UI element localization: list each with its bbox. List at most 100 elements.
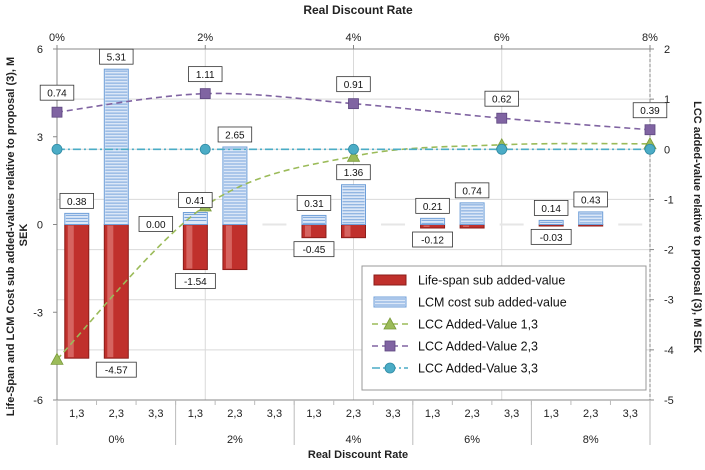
- bar-label-box: [454, 182, 490, 199]
- marker-triangle: [383, 317, 397, 330]
- legend-swatch-life-span: [373, 274, 407, 286]
- bar-label-box: [412, 231, 453, 248]
- bar-label-box: [178, 192, 213, 208]
- group-label: 8%: [583, 434, 599, 446]
- legend-entry-label: Life-span sub added-value: [418, 274, 565, 288]
- category-label: 3,3: [385, 408, 400, 420]
- group-label: 0%: [108, 434, 124, 446]
- right-axis-title: LCC added-value relative to proposal (3)…: [691, 101, 703, 353]
- right-tick-label: -5: [664, 395, 674, 407]
- bar-data-label: -0.03: [540, 233, 563, 244]
- right-tick-label: 0: [664, 144, 670, 156]
- bars: [64, 68, 643, 359]
- top-tick-label: 8%: [642, 32, 658, 44]
- bottom-axis-title: Real Discount Rate: [308, 449, 408, 461]
- group-label: 2%: [227, 434, 243, 446]
- marker-square: [199, 88, 211, 100]
- bar-data-label: 0.43: [581, 195, 601, 206]
- marker-square: [496, 112, 508, 124]
- legend-box: [361, 265, 647, 391]
- bar-label-box: [99, 48, 134, 65]
- line-data-label: 0.91: [344, 80, 364, 91]
- category-label: 3,3: [504, 408, 519, 420]
- marker-triangle: [50, 352, 64, 365]
- bar-lcm-cost: [64, 212, 90, 225]
- bar-life-span-shine: [423, 225, 430, 228]
- bar-data-label: 5.31: [107, 53, 127, 64]
- legend-entry-label: LCC Added-Value 3,3: [418, 362, 538, 376]
- bar-data-label: 0.31: [304, 199, 324, 210]
- line-data-label: 0.62: [492, 95, 512, 106]
- bar-life-span-shine: [304, 225, 311, 237]
- bar-label-box: [533, 200, 569, 216]
- bar-data-label: 0.38: [67, 197, 87, 208]
- bar-zero: [618, 223, 643, 226]
- line-label-box: [39, 84, 75, 101]
- bar-lcm-cost: [420, 217, 446, 225]
- marker-circle: [644, 143, 656, 155]
- marker-square: [384, 340, 396, 352]
- marker-circle: [51, 143, 63, 155]
- marker-square: [644, 124, 656, 136]
- bar-label-box: [293, 241, 335, 258]
- left-tick-label: 6: [37, 44, 43, 56]
- category-label: 1,3: [425, 408, 440, 420]
- marker-square: [348, 98, 359, 110]
- bar-life-span-shine: [225, 225, 232, 269]
- right-tick-label: -2: [664, 245, 674, 257]
- left-axis-title-line2: SEK: [18, 224, 30, 247]
- bar-label-box: [296, 195, 332, 211]
- category-label: 1,3: [188, 408, 203, 420]
- bar-life-span-shine: [186, 225, 193, 269]
- top-tick-label: 2%: [197, 32, 213, 44]
- bar-zero: [499, 223, 524, 226]
- data-labels: 0.74 1.11 0.91 0.62 0.39 0.38 5.31 0.41 2.65 0.31…: [39, 48, 668, 378]
- line-label-box: [188, 66, 223, 83]
- bar-data-label: 2.65: [225, 130, 245, 141]
- line-data-label: 1.11: [196, 70, 215, 81]
- bar-life-span-shine: [463, 225, 470, 228]
- legend-entry-label: LCC Added-Value 2,3: [418, 340, 538, 354]
- top-tick-label: 0%: [49, 32, 65, 44]
- top-tick-label: 4%: [346, 32, 362, 44]
- lines: [50, 88, 657, 365]
- bar-data-label: -0.45: [303, 245, 326, 256]
- legend: Life-span sub added-value LCM cost sub ad…: [361, 265, 647, 391]
- marker-circle: [348, 143, 359, 155]
- bar-zero: [262, 223, 287, 226]
- category-label: 2,3: [227, 408, 242, 420]
- left-tick-label: 0: [37, 220, 43, 232]
- bar-label-box: [530, 228, 572, 245]
- marker-triangle: [346, 149, 361, 162]
- bar-data-label: -0.12: [421, 236, 444, 247]
- bar-label-box: [95, 361, 137, 378]
- line-label-box: [336, 76, 371, 93]
- right-tick-label: -1: [664, 194, 674, 206]
- bar-life-span-shine: [67, 225, 74, 358]
- line-label-box: [632, 102, 668, 119]
- bar-label-box: [336, 164, 371, 181]
- left-tick-label: 3: [37, 132, 43, 144]
- bar-label-box: [573, 191, 608, 208]
- right-tick-label: -3: [664, 295, 674, 307]
- left-tick-label: -6: [33, 395, 43, 407]
- bar-lcm-cost: [578, 211, 604, 226]
- bar-data-label: 0.74: [462, 186, 482, 197]
- bar-data-label: 0.41: [186, 196, 206, 207]
- bar-lcm-cost: [222, 146, 248, 225]
- category-label: 2,3: [464, 408, 479, 420]
- category-label: 2,3: [583, 408, 598, 420]
- category-label: 3,3: [148, 408, 163, 420]
- bar-data-label: 1.36: [344, 168, 364, 179]
- category-label: 1,3: [544, 408, 559, 420]
- marker-circle: [496, 143, 508, 155]
- category-label: 1,3: [306, 408, 321, 420]
- left-axis-title-line1: Life-Span and LCM Cost sub added-values …: [5, 57, 17, 416]
- axes: 6 3 0 -3 -6 2 1 0 -1 -2 -3 -4 -5 0% 2% 4% 6% 8% 1,3 2,3 3,3 1…: [33, 32, 674, 446]
- bar-label-box: [174, 273, 216, 289]
- bar-label-box: [217, 126, 253, 143]
- right-tick-label: -4: [664, 345, 674, 357]
- left-tick-label: -3: [33, 307, 43, 319]
- bar-data-label: 0.14: [541, 204, 561, 215]
